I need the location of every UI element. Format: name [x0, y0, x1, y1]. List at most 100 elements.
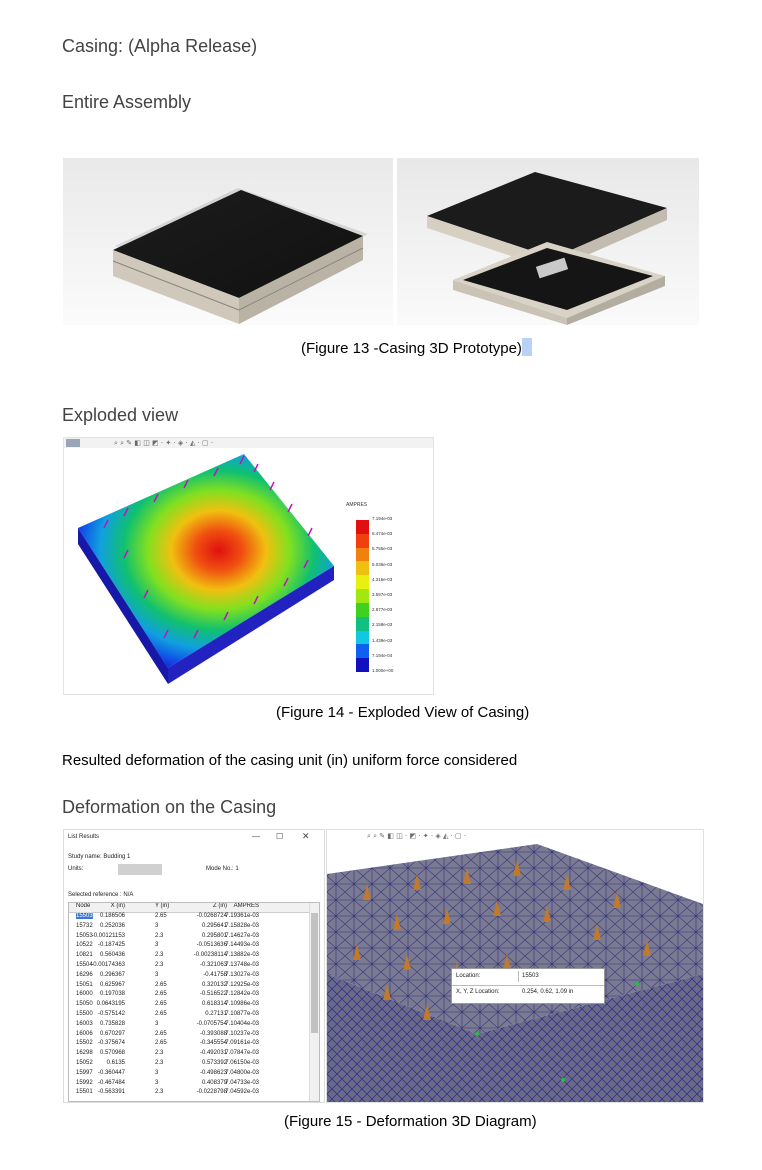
table-cell: 7.04800e-03	[225, 1069, 259, 1076]
table-row[interactable]: 10821 0.560436 2.3 -0.00238114 7.13882e-03	[69, 952, 319, 961]
legend-value: 6.474e-03	[372, 531, 393, 537]
legend-value: 4.316e-03	[372, 576, 393, 582]
table-scrollbar[interactable]	[309, 903, 319, 1101]
stress-plot-figure: ⌕ ⌕ ✎ ◧ ◫ ◩ · ✦ · ◈ · ◭ · ▢ ·	[63, 437, 434, 695]
units-label: Units:	[68, 866, 84, 872]
table-row[interactable]: 15053 -0.00121153 2.3 0.295801 7.14627e-03	[69, 933, 319, 942]
legend-value: 5.036e-03	[372, 561, 393, 567]
results-table[interactable]: Node X (in) Y (in) Z (in) AMPRES 15503 0.…	[68, 902, 320, 1102]
col-node: Node	[76, 903, 91, 909]
table-row[interactable]: 15052 0.6135 2.3 0.573392 7.06150e-03	[69, 1060, 319, 1069]
table-cell: 16298	[76, 1050, 93, 1057]
caption-figure-15: (Figure 15 - Deformation 3D Diagram)	[284, 1113, 537, 1130]
table-cell: 7.12842e-03	[225, 991, 259, 998]
heading-casing: Casing: (Alpha Release)	[62, 36, 258, 56]
table-row[interactable]: 15504 -0.00174363 2.3 -0.321063 7.13748e-03	[69, 962, 319, 971]
table-row[interactable]: 16296 0.296367 3 -0.41758 7.13027e-03	[69, 972, 319, 981]
table-cell: -0.00238114	[193, 952, 227, 959]
table-row[interactable]: 15051 0.625967 2.65 0.320132 7.12925e-03	[69, 982, 319, 991]
table-row[interactable]: 15997 -0.360447 3 -0.498623 7.04800e-03	[69, 1070, 319, 1079]
table-header: Node X (in) Y (in) Z (in) AMPRES	[69, 903, 319, 913]
toolbar-icons-2: ⌕ ⌕ ✎ ◧ ◫ · ◩ · ✦ · ◈ ◭ · ▢ ·	[367, 832, 467, 840]
table-cell: 0.296367	[99, 971, 125, 978]
table-row[interactable]: 15501 -0.563391 2.3 -0.0228798 7.04592e-03	[69, 1089, 319, 1098]
heading-entire-assembly: Entire Assembly	[62, 92, 192, 112]
table-cell: 15504	[76, 962, 93, 968]
table-cell: 2.3	[155, 952, 164, 959]
table-cell: 15992	[76, 1079, 93, 1086]
heading-deformation: Deformation on the Casing	[62, 797, 277, 817]
table-cell: -0.575142	[97, 1011, 125, 1017]
table-cell: 16296	[76, 971, 93, 978]
legend-swatch	[356, 644, 369, 659]
table-cell: -0.321063	[199, 962, 227, 968]
table-cell: 3	[155, 922, 159, 929]
table-cell: 2.65	[155, 1011, 167, 1017]
table-cell: 15500	[76, 1011, 93, 1017]
units-field[interactable]	[118, 864, 162, 875]
table-row[interactable]: 15503 0.186506 2.65 -0.0268724 7.19361e-03	[69, 913, 319, 922]
list-results-title: List Results	[68, 834, 100, 840]
table-cell: 0.735828	[99, 1020, 125, 1027]
selected-reference: Selected reference : N/A	[68, 892, 134, 898]
table-row[interactable]: 16000 0.197038 2.65 -0.516522 7.12842e-03	[69, 991, 319, 1000]
legend-value: 1.439e-03	[372, 637, 393, 643]
maximize-button[interactable]: ☐	[276, 832, 284, 841]
table-cell: -0.393088	[199, 1030, 227, 1037]
table-cell: 2.65	[155, 981, 167, 988]
table-cell: 3	[155, 1079, 159, 1086]
table-cell: 7.13027e-03	[225, 971, 259, 978]
minimize-button[interactable]: —	[252, 832, 260, 841]
legend-swatch	[356, 547, 369, 562]
table-cell: 16000	[76, 991, 93, 998]
table-cell: 7.07847e-03	[225, 1050, 259, 1057]
table-cell: 15997	[76, 1069, 93, 1076]
col-ampres: AMPRES	[233, 903, 259, 909]
heading-exploded-view: Exploded view	[62, 405, 179, 425]
table-cell: -0.0705754	[196, 1020, 227, 1027]
close-button[interactable]: ✕	[302, 831, 310, 841]
table-row[interactable]: 10522 -0.187425 3 -0.0513636 7.14493e-03	[69, 942, 319, 951]
table-row[interactable]: 16003 0.735828 3 -0.0705754 7.10404e-03	[69, 1021, 319, 1030]
table-cell: 7.10877e-03	[225, 1011, 259, 1017]
table-cell: 3	[155, 1020, 159, 1027]
table-cell: -0.0268724	[196, 913, 227, 919]
table-cell: 16006	[76, 1030, 93, 1037]
table-row[interactable]: 15500 -0.575142 2.65 0.27131 7.10877e-03	[69, 1011, 319, 1020]
table-cell: -0.492031	[199, 1050, 227, 1057]
table-cell: 15053	[76, 932, 93, 939]
table-cell: 2.65	[155, 913, 167, 919]
table-cell: 7.10986e-03	[225, 1001, 259, 1008]
location-tooltip: Location: 15503 X, Y, Z Location: 0.254,…	[451, 968, 605, 1004]
col-x: X (in)	[110, 903, 125, 909]
legend-value: 2.877e-03	[372, 607, 393, 613]
table-cell: -0.0513636	[196, 942, 227, 949]
table-row[interactable]: 16298 0.570968 2.3 -0.492031 7.07847e-03	[69, 1050, 319, 1059]
table-cell: 15732	[76, 922, 93, 929]
table-row[interactable]: 15992 -0.467484 3 0.408379 7.04733e-03	[69, 1080, 319, 1089]
table-cell: 15501	[76, 1089, 93, 1096]
table-cell: 0.197038	[99, 991, 125, 998]
scrollbar-thumb[interactable]	[311, 913, 318, 1033]
table-cell: 2.3	[155, 1089, 164, 1096]
table-cell: 7.15828e-03	[225, 922, 259, 929]
table-cell: 7.12925e-03	[225, 981, 259, 988]
table-cell: -0.360447	[97, 1069, 125, 1076]
table-row[interactable]: 16006 0.670297 2.65 -0.393088 7.10237e-03	[69, 1031, 319, 1040]
mode-number: Mode No.: 1	[206, 866, 239, 872]
table-cell: -0.498623	[199, 1069, 227, 1076]
table-cell: 0.295801	[201, 932, 227, 939]
table-row[interactable]: 15732 0.252036 3 0.295641 7.15828e-03	[69, 923, 319, 932]
table-row[interactable]: 15502 -0.375674 2.65 -0.345554 7.09161e-03	[69, 1040, 319, 1049]
table-cell: 0.252036	[99, 922, 125, 929]
legend-swatch	[356, 602, 369, 618]
table-cell: -0.467484	[97, 1079, 125, 1086]
legend-value: 7.194e-03	[372, 516, 393, 521]
table-cell: -0.563391	[97, 1089, 125, 1096]
tooltip-xyz-value: 0.254, 0.62, 1.09 in	[522, 989, 574, 995]
table-row[interactable]: 15050 0.0643195 2.65 0.618314 7.10986e-03	[69, 1001, 319, 1010]
table-cell: 0.320132	[201, 981, 227, 988]
caption-figure-14: (Figure 14 - Exploded View of Casing)	[276, 704, 530, 721]
table-cell: 7.10404e-03	[225, 1020, 259, 1027]
table-cell: -0.345554	[199, 1040, 227, 1047]
